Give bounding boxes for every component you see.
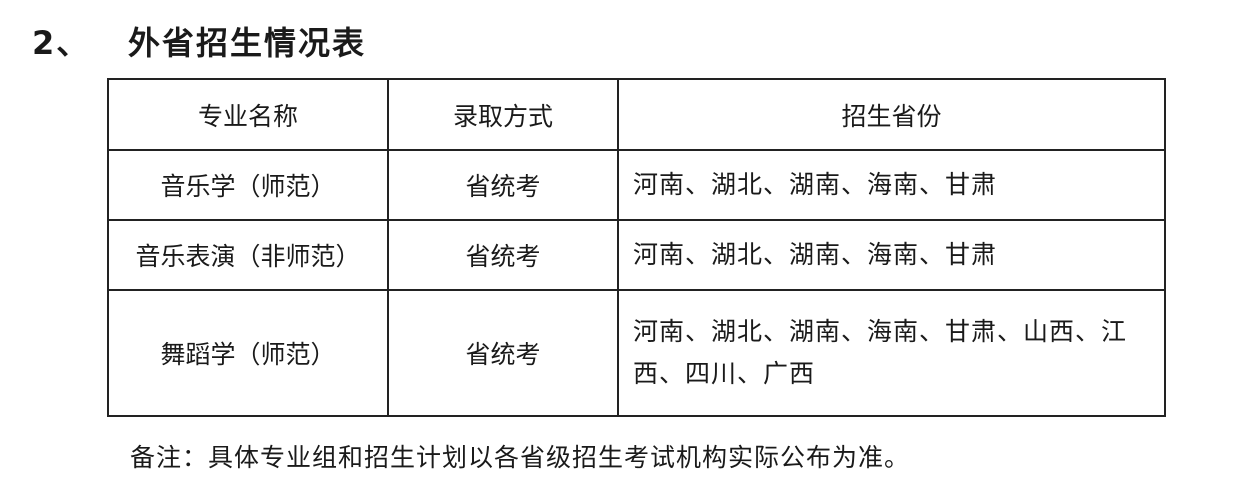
header-major: 专业名称 [107,78,389,151]
cell-major: 音乐表演（非师范） [107,219,389,291]
section-title-text: 外省招生情况表 [128,24,367,62]
cell-major: 音乐学（师范） [107,149,389,221]
header-method: 录取方式 [387,78,619,151]
cell-method: 省统考 [387,149,619,221]
cell-major: 舞蹈学（师范） [107,289,389,417]
table-row: 音乐学（师范） 省统考 河南、湖北、湖南、海南、甘肃 [107,149,1166,221]
table-header-row: 专业名称 录取方式 招生省份 [107,78,1166,151]
cell-method: 省统考 [387,289,619,417]
cell-provinces: 河南、湖北、湖南、海南、甘肃 [617,149,1166,221]
footnote: 备注：具体专业组和招生计划以各省级招生考试机构实际公布为准。 [130,443,911,472]
section-title: 2、 外省招生情况表 [32,18,366,64]
table-row: 音乐表演（非师范） 省统考 河南、湖北、湖南、海南、甘肃 [107,219,1166,291]
enrollment-table: 专业名称 录取方式 招生省份 音乐学（师范） 省统考 河南、湖北、湖南、海南、甘… [107,78,1166,417]
section-number: 2、 [32,24,91,62]
table-row: 舞蹈学（师范） 省统考 河南、湖北、湖南、海南、甘肃、山西、江西、四川、广西 [107,289,1166,417]
cell-provinces: 河南、湖北、湖南、海南、甘肃、山西、江西、四川、广西 [617,289,1166,417]
header-provinces: 招生省份 [617,78,1166,151]
cell-provinces: 河南、湖北、湖南、海南、甘肃 [617,219,1166,291]
cell-method: 省统考 [387,219,619,291]
